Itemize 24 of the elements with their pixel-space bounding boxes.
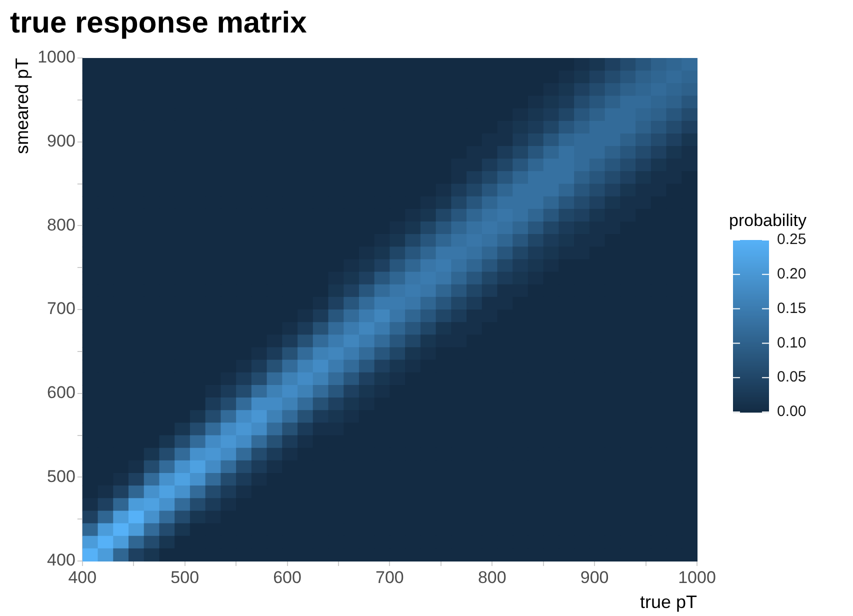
x-tick-label: 600	[273, 568, 302, 587]
y-tick-label: 900	[47, 132, 76, 151]
x-tick-label: 700	[376, 568, 404, 587]
x-tick-label: 400	[68, 568, 97, 587]
y-tick-label: 400	[47, 550, 76, 570]
color-bar-title: probability	[729, 211, 807, 230]
color-bar-label: 0.00	[777, 403, 806, 420]
y-tick-label: 600	[47, 383, 76, 402]
x-tick-label: 500	[170, 568, 200, 587]
y-tick-label: 800	[47, 215, 76, 234]
x-tick-label: 800	[478, 568, 506, 587]
x-tick-label: 1000	[678, 568, 716, 587]
y-tick-label: 500	[47, 466, 76, 486]
x-tick-label: 900	[580, 568, 609, 587]
color-bar-label: 0.05	[777, 368, 806, 386]
x-axis-title: true pT	[640, 592, 697, 612]
color-bar-label: 0.20	[777, 266, 806, 283]
color-bar-label: 0.15	[777, 300, 806, 317]
color-bar-label: 0.10	[777, 334, 806, 352]
color-bar-label: 0.25	[777, 231, 806, 248]
chart-title: true response matrix	[10, 6, 308, 40]
y-axis-title: smeared pT	[12, 58, 32, 154]
y-tick-label: 1000	[38, 48, 76, 67]
y-tick-label: 700	[47, 299, 76, 318]
